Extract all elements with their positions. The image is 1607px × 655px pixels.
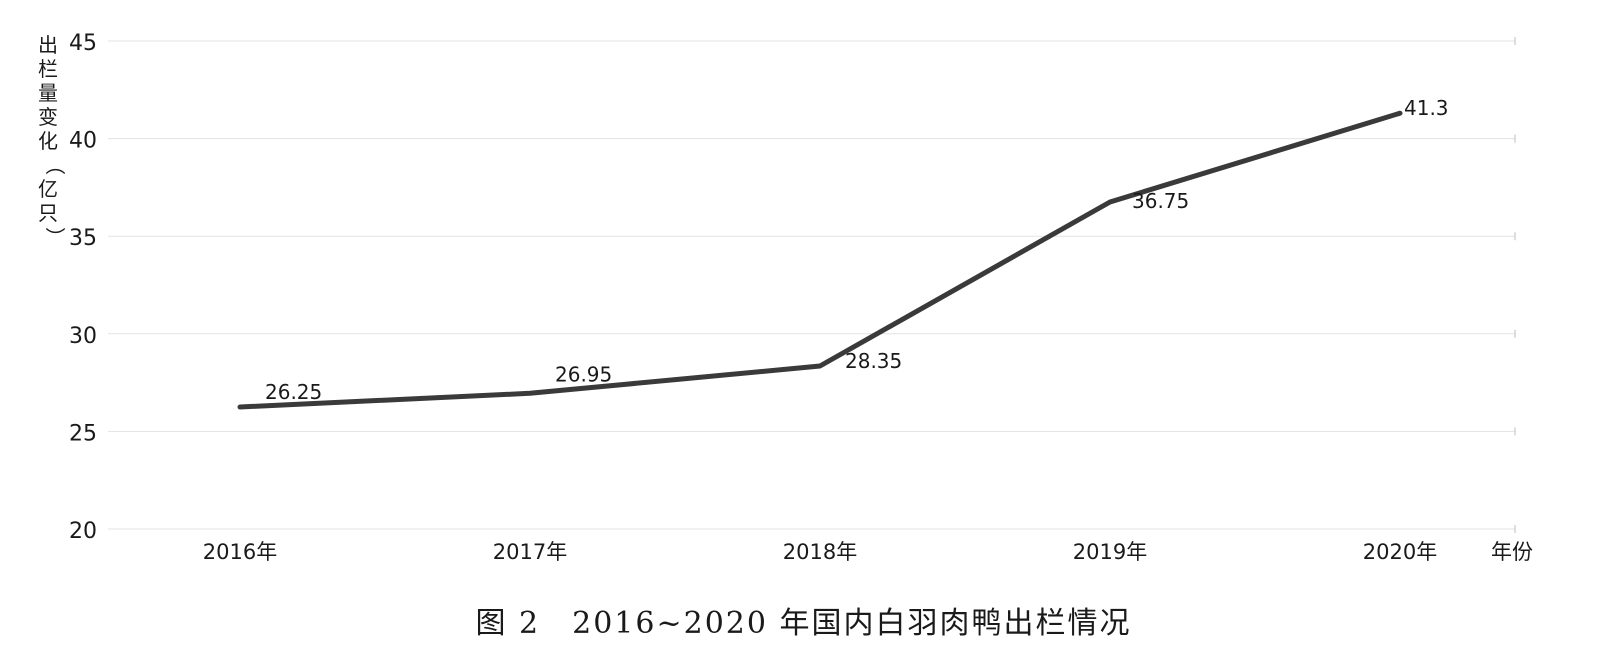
y-tick-label: 25	[69, 421, 97, 446]
x-tick-label: 2019年	[1073, 540, 1147, 564]
y-axis-title-char: 化	[38, 129, 58, 153]
x-tick-label: 2017年	[493, 540, 567, 564]
series-line	[237, 110, 1403, 410]
y-tick-label: 40	[69, 129, 97, 154]
data-label: 26.25	[265, 380, 322, 404]
data-label: 41.3	[1404, 96, 1449, 120]
data-label: 28.35	[845, 349, 902, 373]
y-axis-title-char: （	[43, 155, 67, 175]
figure-caption: 图 2 2016~2020 年国内白羽肉鸭出栏情况	[475, 606, 1132, 641]
x-tick-label: 2020年	[1363, 540, 1437, 564]
x-tick-label: 2018年	[783, 540, 857, 564]
x-axis-title: 年份	[1491, 540, 1533, 564]
y-axis-title-char: 变	[38, 105, 58, 129]
y-axis-title-char: 量	[38, 81, 58, 105]
data-label: 36.75	[1132, 189, 1189, 213]
y-tick-label: 45	[69, 31, 97, 56]
y-tick-label: 30	[69, 324, 97, 349]
x-tick-label: 2016年	[203, 540, 277, 564]
y-tick-label: 35	[69, 226, 97, 251]
y-axis-title-char: 栏	[38, 57, 58, 81]
y-axis-title-char: 亿	[38, 177, 58, 201]
y-tick-label: 20	[69, 519, 97, 544]
data-label: 26.95	[555, 362, 612, 386]
y-axis-title-char: ）	[43, 227, 67, 247]
y-axis-title-char: 只	[38, 201, 58, 225]
y-axis-title-char: 出	[38, 33, 58, 57]
